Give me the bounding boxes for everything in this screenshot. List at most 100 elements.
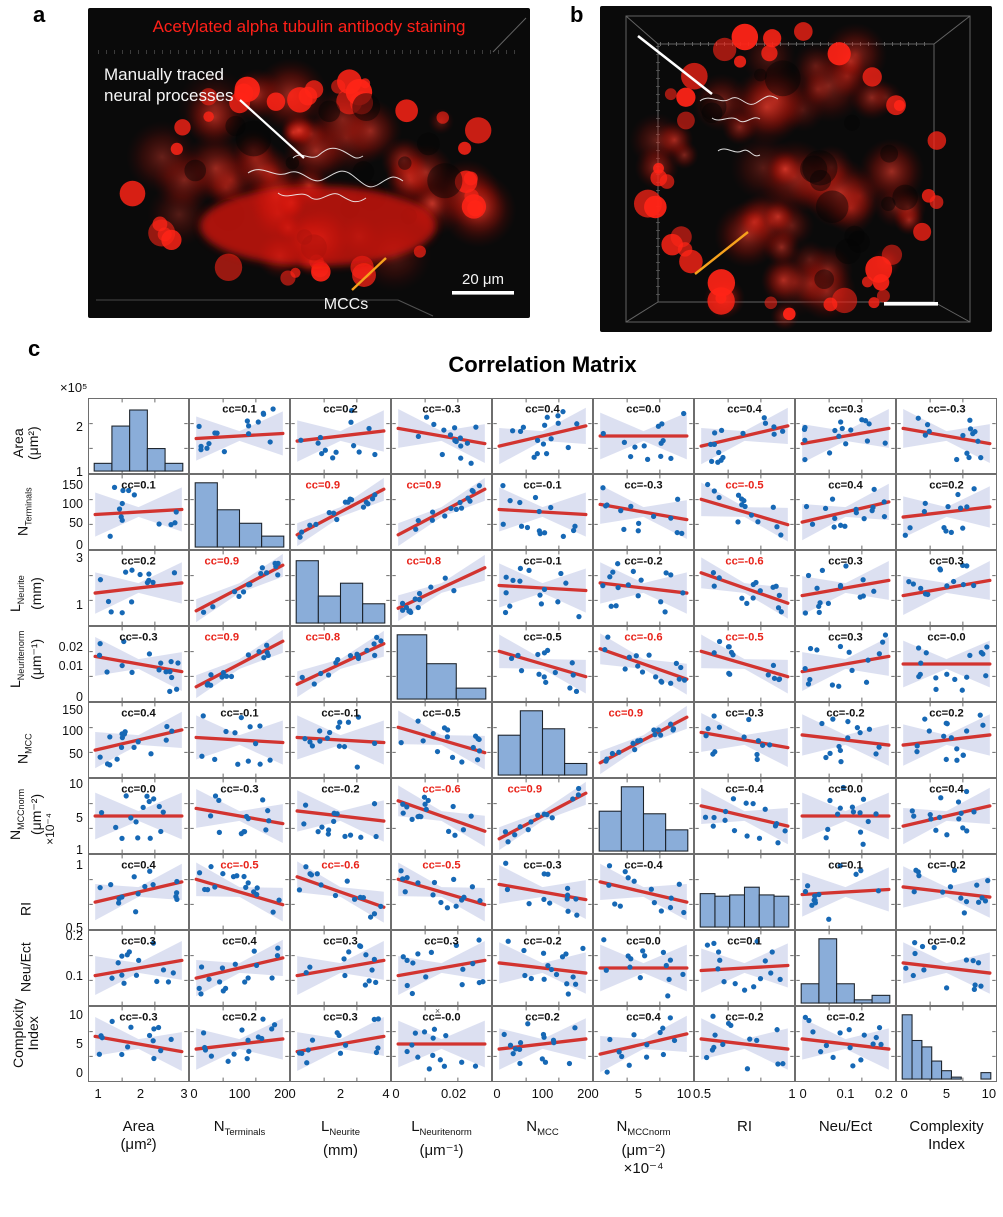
- mcc-rosette: [676, 87, 696, 107]
- data-point: [751, 984, 757, 990]
- data-point: [206, 440, 212, 447]
- data-point: [881, 513, 888, 520]
- cc-value-label: cc=0.0: [121, 784, 156, 796]
- row-gutter-1: Area (μm²) 2 1: [0, 398, 88, 479]
- col-axis-label-4: LNeuritenorm (μm⁻¹): [411, 1118, 472, 1159]
- data-point: [327, 729, 333, 736]
- data-point: [173, 890, 180, 896]
- cc-value-label: cc=0.3: [323, 936, 358, 948]
- data-point: [402, 889, 408, 895]
- data-point: [948, 735, 955, 741]
- data-point: [964, 450, 970, 456]
- data-point: [555, 413, 561, 419]
- y-tick-label: 2: [76, 419, 83, 434]
- stain-gap: [844, 225, 865, 247]
- x-tick-label: 100: [228, 1086, 251, 1101]
- data-point: [459, 981, 465, 988]
- row-axis-label-3: LNeurite (mm): [7, 575, 44, 612]
- data-point: [846, 1027, 852, 1033]
- data-point: [912, 950, 918, 957]
- cc-value-label: cc=0.4: [121, 860, 156, 872]
- row-axis-label-9: Complexity Index: [10, 998, 41, 1068]
- hist-bar: [339, 582, 364, 624]
- data-point: [348, 419, 354, 425]
- data-point: [809, 902, 815, 908]
- data-point: [469, 884, 476, 890]
- hist-bar: [497, 734, 521, 776]
- data-point: [876, 744, 882, 750]
- matrix-cell-r3-c2: cc=0.9: [189, 550, 290, 626]
- matrix-cell-r5-c7: cc=-0.3: [694, 702, 795, 778]
- data-point: [674, 529, 680, 536]
- data-point: [299, 1050, 305, 1056]
- data-point: [174, 896, 180, 902]
- data-point: [843, 441, 849, 447]
- matrix-cell-r4-c1: cc=-0.3: [88, 626, 189, 702]
- data-point: [825, 600, 832, 607]
- data-point: [200, 1030, 207, 1036]
- data-point: [927, 812, 933, 818]
- mcc-rosette: [467, 200, 484, 217]
- data-point: [603, 967, 609, 973]
- data-point: [775, 605, 782, 611]
- data-point: [146, 651, 153, 657]
- cc-value-label: cc=-0.2: [624, 556, 662, 568]
- data-point: [621, 526, 627, 532]
- data-point: [712, 430, 718, 436]
- data-point: [372, 652, 378, 658]
- data-point: [660, 437, 666, 444]
- data-point: [924, 421, 931, 428]
- data-point: [575, 792, 582, 798]
- data-point: [404, 957, 410, 964]
- scatter-plot: cc=-0.4: [594, 855, 693, 929]
- matrix-cell-r3-c7: cc=-0.6: [694, 550, 795, 626]
- matrix-hist-1: [88, 398, 189, 474]
- histogram-plot: [796, 931, 895, 1005]
- data-point: [675, 496, 681, 502]
- x-tick-label: 5: [634, 1086, 643, 1101]
- cc-value-label: cc=0.4: [828, 480, 863, 492]
- hist-bar: [164, 462, 184, 472]
- data-point: [822, 505, 829, 511]
- data-point: [371, 956, 378, 962]
- mcc-rosette: [831, 287, 858, 314]
- data-point: [399, 600, 406, 607]
- matrix-cell-r9-c2: cc=0.2: [189, 1006, 290, 1082]
- data-point: [916, 673, 922, 680]
- data-point: [365, 501, 371, 507]
- data-point: [870, 504, 876, 511]
- trend-line: [295, 1034, 386, 1054]
- data-point: [567, 685, 573, 691]
- x-tick-label: 0: [493, 1086, 501, 1101]
- data-point: [111, 484, 118, 490]
- data-point: [468, 813, 474, 819]
- data-point: [668, 515, 674, 521]
- scatter-plot: cc=0.3: [392, 931, 491, 1005]
- trend-line: [295, 875, 386, 909]
- data-point: [638, 577, 644, 583]
- stain-gap: [699, 93, 727, 121]
- data-point: [606, 882, 612, 888]
- data-point: [128, 815, 134, 821]
- data-point: [532, 494, 539, 501]
- data-point: [245, 423, 252, 429]
- data-point: [618, 508, 624, 514]
- data-point: [726, 644, 732, 650]
- x-ticks-col-6: 5 10: [593, 1082, 694, 1106]
- cc-value-label: cc=-0.6: [725, 556, 763, 568]
- data-point: [116, 506, 123, 512]
- data-point: [816, 609, 822, 615]
- data-point: [971, 986, 977, 992]
- scatter-plot: cc=-0.2: [594, 551, 693, 625]
- data-point: [124, 1044, 131, 1050]
- data-point: [926, 728, 932, 734]
- y-tick-label: 10: [69, 1008, 83, 1023]
- data-point: [878, 1041, 884, 1048]
- data-point: [457, 499, 463, 506]
- data-point: [122, 569, 129, 575]
- data-point: [570, 796, 576, 802]
- cc-value-label: cc=0.9: [205, 556, 240, 568]
- data-point: [105, 598, 112, 605]
- mcc-rosette: [331, 79, 346, 94]
- y-tick-label: 10: [69, 777, 83, 792]
